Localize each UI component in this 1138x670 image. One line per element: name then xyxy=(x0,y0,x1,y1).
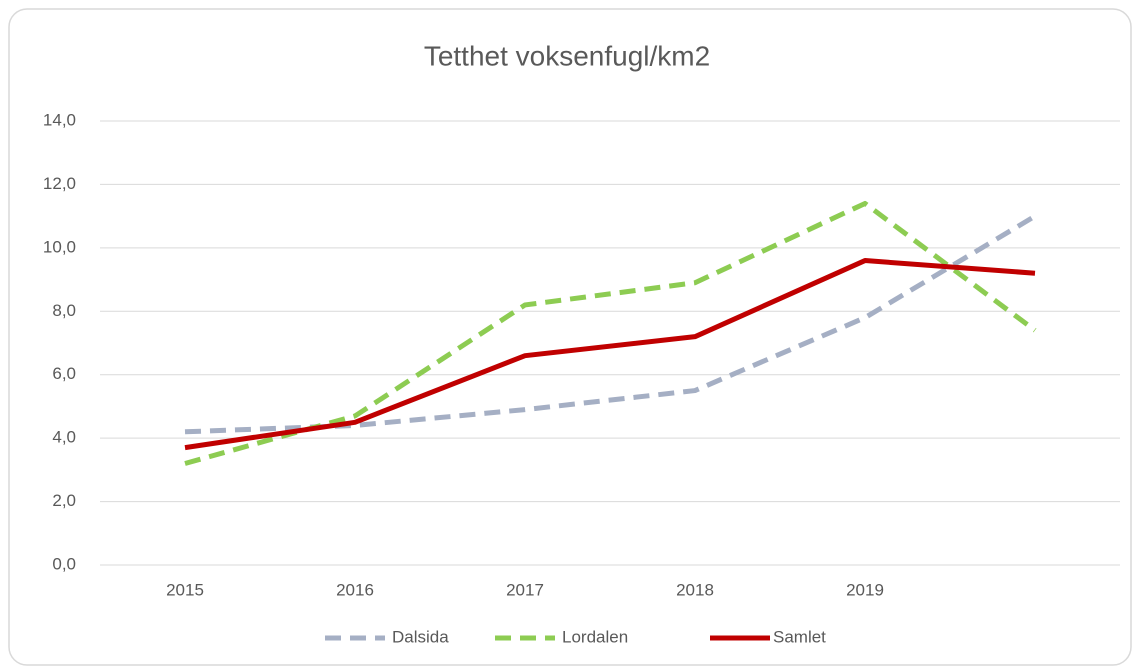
y-tick-label: 6,0 xyxy=(52,364,76,383)
series-line xyxy=(184,213,1037,435)
x-tick-label: 2018 xyxy=(676,580,714,599)
x-tick-label: 2016 xyxy=(336,580,374,599)
x-tick-label: 2019 xyxy=(846,580,884,599)
legend-label: Lordalen xyxy=(562,627,628,646)
legend-label: Dalsida xyxy=(392,627,449,646)
y-tick-label: 10,0 xyxy=(43,237,76,256)
series-line xyxy=(184,258,1036,451)
chart-title: Tetthet voksenfugl/km2 xyxy=(424,40,710,71)
x-tick-label: 2017 xyxy=(506,580,544,599)
y-tick-label: 14,0 xyxy=(43,110,76,129)
y-tick-label: 8,0 xyxy=(52,301,76,320)
series-line xyxy=(184,200,1037,466)
y-tick-label: 4,0 xyxy=(52,428,76,447)
legend-label: Samlet xyxy=(773,627,826,646)
y-tick-label: 2,0 xyxy=(52,491,76,510)
y-tick-label: 0,0 xyxy=(52,554,76,573)
x-tick-label: 2015 xyxy=(166,580,204,599)
chart-border xyxy=(8,8,1132,666)
y-tick-label: 12,0 xyxy=(43,174,76,193)
